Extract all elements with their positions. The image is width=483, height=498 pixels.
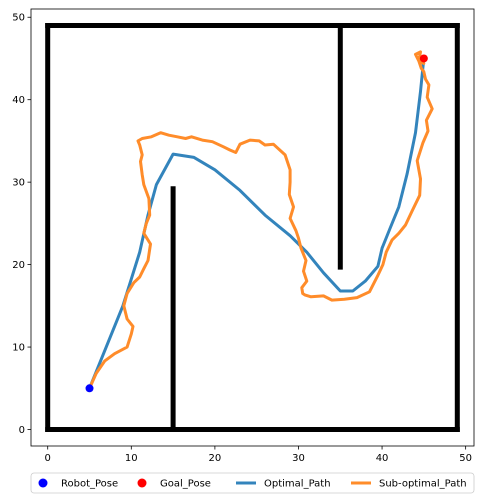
series-line-optimal-path [88,57,426,390]
y-tick-label: 10 [12,343,25,354]
legend-marker-goal-pose [137,478,147,488]
legend: Robot_Pose Goal_Pose Optimal_Path Sub-optim… [30,472,475,494]
legend-label-goal-pose: Goal_Pose [160,479,211,490]
points-layer [85,54,428,393]
y-tick-label: 0 [19,425,25,436]
x-tick-label: 0 [45,453,51,464]
plot-area [30,8,475,447]
x-axis: 0 10 20 30 40 50 [45,446,472,464]
x-tick-label: 30 [292,453,305,464]
series-layer [88,50,434,390]
x-tick-label: 10 [125,453,138,464]
y-tick-label: 30 [12,178,25,189]
y-tick-label: 50 [12,13,25,24]
legend-label-sub-optimal-path: Sub-optimal_Path [379,479,467,490]
series-line-sub-optimal-path [88,50,434,390]
point-robot-pose [85,384,94,393]
x-tick-label: 40 [376,453,389,464]
y-axis: 0 10 20 30 40 50 [12,13,31,436]
point-goal-pose [419,54,428,63]
x-tick-label: 50 [459,453,472,464]
legend-label-robot-pose: Robot_Pose [61,479,118,490]
y-tick-label: 40 [12,95,25,106]
legend-label-optimal-path: Optimal_Path [264,479,331,490]
y-tick-label: 20 [12,260,25,271]
walls-layer [45,23,460,432]
legend-marker-robot-pose [38,478,48,488]
x-tick-label: 20 [209,453,222,464]
